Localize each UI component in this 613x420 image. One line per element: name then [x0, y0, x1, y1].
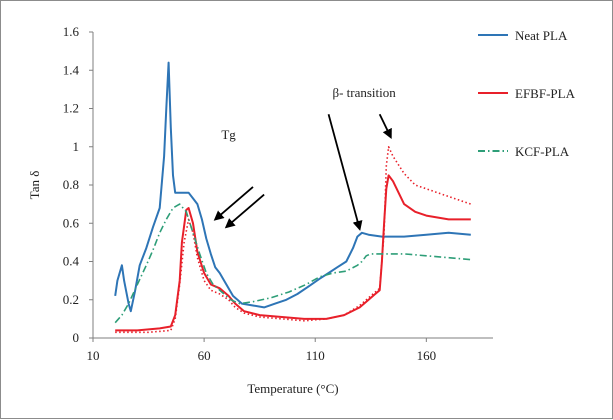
- y-tick-label: 1.2: [63, 101, 79, 116]
- annotation-arrow: [224, 193, 265, 229]
- y-tick-label: 0.6: [63, 215, 80, 230]
- y-tick-label: 1.6: [63, 24, 80, 39]
- x-tick-label: 60: [198, 348, 211, 363]
- y-tick-label: 1: [73, 139, 80, 154]
- y-tick-label: 0.4: [63, 254, 80, 269]
- legend-label: EFBF-PLA: [515, 86, 576, 101]
- y-axis-title: Tan δ: [27, 171, 42, 200]
- axes: 0 0.2 0.4 0.6 0.8 1 1.2 1.4 1.6 10 60 110 160 Tempera…: [27, 24, 493, 396]
- annotation-label: Tg: [221, 127, 236, 142]
- legend: Neat PLA EFBF-PLA KCF-PLA: [478, 28, 576, 159]
- y-tick-label: 0: [73, 330, 80, 345]
- annotation-layer: Tg β- transition: [213, 85, 396, 231]
- annotation-arrow: [327, 114, 363, 231]
- series-line-3: [114, 203, 471, 324]
- y-tick-label: 0.2: [63, 292, 79, 307]
- annotation-label: β- transition: [332, 85, 396, 100]
- y-tick-label: 0.8: [63, 177, 79, 192]
- legend-label: Neat PLA: [515, 28, 568, 43]
- series-layer: [114, 61, 472, 334]
- legend-label: KCF-PLA: [515, 144, 570, 159]
- annotation-arrow: [378, 113, 392, 139]
- x-axis-title: Temperature (°C): [247, 381, 338, 396]
- series-line-0: [114, 61, 471, 313]
- series-line-1: [115, 174, 471, 332]
- x-tick-label: 10: [87, 348, 100, 363]
- annotation-arrow: [213, 186, 254, 221]
- y-tick-label: 1.4: [63, 62, 80, 77]
- series-line-2: [115, 146, 472, 334]
- x-tick-label: 110: [306, 348, 325, 363]
- x-tick-label: 160: [417, 348, 437, 363]
